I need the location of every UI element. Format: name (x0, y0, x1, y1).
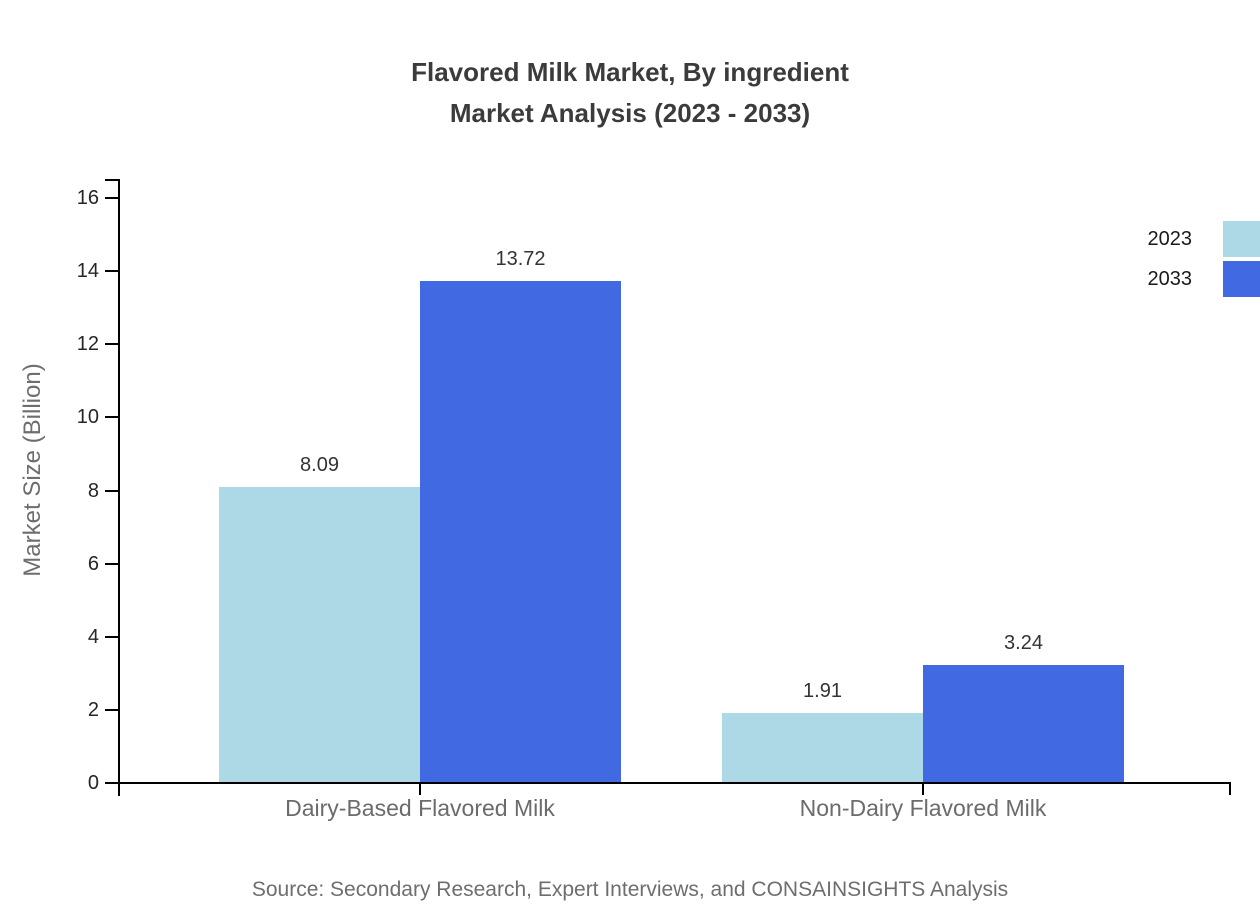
y-axis-tick (105, 782, 118, 784)
y-tick-label: 12 (76, 333, 99, 355)
y-tick-label: 2 (87, 699, 99, 721)
y-axis-tick (105, 563, 118, 565)
x-axis-end-tick (1229, 782, 1231, 795)
legend-label: 2033 (1147, 268, 1193, 290)
x-axis-group-tick (922, 783, 924, 795)
source-attribution: Source: Secondary Research, Expert Inter… (251, 878, 1009, 901)
y-tick-label: 0 (87, 772, 99, 794)
chart-title: Flavored Milk Market, By ingredient Mark… (0, 52, 1260, 134)
x-axis-spine (118, 782, 1231, 784)
bar-2023-dairy (219, 487, 420, 783)
x-category-label: Dairy-Based Flavored Milk (285, 795, 555, 821)
y-tick-label: 16 (76, 187, 99, 209)
y-axis-spine (118, 179, 120, 796)
legend-label: 2023 (1147, 228, 1193, 250)
y-tick-label: 10 (76, 406, 99, 428)
y-tick-label: 14 (76, 260, 99, 282)
legend-item-2023: 2023 (1120, 221, 1260, 257)
y-axis-tick (105, 636, 118, 638)
y-axis-label: Market Size (Billion) (19, 363, 46, 577)
bar-value-label: 1.91 (803, 680, 842, 702)
y-tick-label: 8 (87, 480, 99, 502)
y-tick-label: 6 (87, 553, 99, 575)
bar-2023-non-dairy (722, 713, 923, 783)
y-tick-label: 4 (87, 626, 99, 648)
bar-value-label: 13.72 (495, 248, 546, 270)
bar-2033-dairy (420, 281, 621, 783)
y-axis-tick (105, 709, 118, 711)
chart-title-line-2: Market Analysis (2023 - 2033) (449, 98, 811, 128)
y-axis-tick (105, 416, 118, 418)
legend-swatch (1223, 261, 1260, 297)
y-axis-tick (105, 343, 118, 345)
x-axis-group-tick (419, 783, 421, 795)
y-axis-tick (105, 490, 118, 492)
y-axis-tick (105, 270, 118, 272)
bar-2033-non-dairy (923, 665, 1124, 783)
bar-value-label: 3.24 (1004, 632, 1043, 654)
legend-item-2033: 2033 (1120, 261, 1260, 297)
y-axis-top-cap (105, 179, 120, 181)
y-axis-tick (105, 197, 118, 199)
chart-title-line-1: Flavored Milk Market, By ingredient (411, 57, 849, 87)
x-category-label: Non-Dairy Flavored Milk (799, 795, 1047, 821)
bar-value-label: 8.09 (300, 454, 339, 476)
legend-swatch (1223, 221, 1260, 257)
